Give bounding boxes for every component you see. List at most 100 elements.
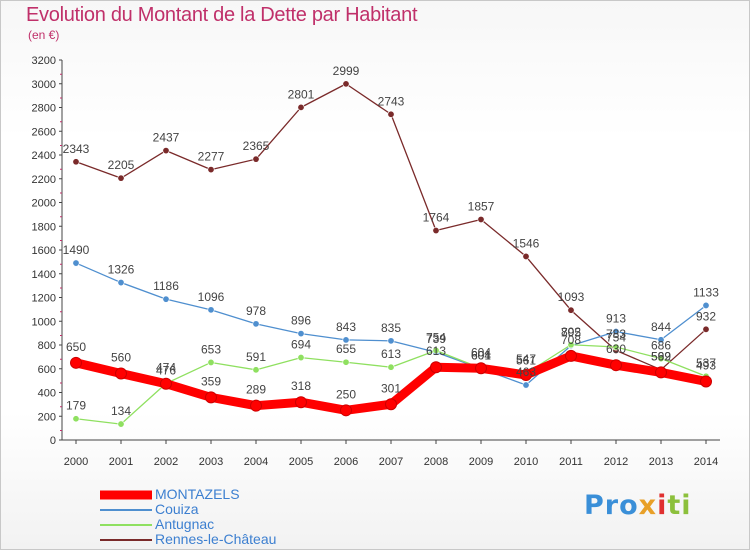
data-label-couiza: 463 [516,365,536,379]
data-point-montazels [430,361,442,374]
data-point-couiza [702,301,710,309]
data-label-antugnac: 655 [336,342,356,356]
data-label-rennes-le-chateau: 1764 [423,211,450,225]
data-label-rennes-le-chateau: 2743 [378,94,405,108]
logo-part-2: x [638,490,658,521]
data-point-montazels [475,362,487,375]
x-tick-label: 2005 [289,456,313,468]
x-tick-label: 2001 [109,456,133,468]
data-label-rennes-le-chateau: 2437 [153,131,180,145]
data-label-couiza: 1096 [198,290,225,304]
data-label-couiza: 1326 [108,263,135,277]
legend-swatch-antugnac [100,523,152,526]
x-tick-label: 2012 [604,456,628,468]
x-tick-label: 2006 [334,456,358,468]
legend-swatch-rennes-le-chateau [100,538,152,541]
data-point-rennes-le-chateau [522,252,530,260]
y-tick-label: 2000 [32,198,56,210]
data-point-antugnac [207,358,215,366]
data-label-antugnac: 179 [66,399,86,413]
legend-label-antugnac: Antugnac [155,516,215,532]
data-point-rennes-le-chateau [297,103,305,111]
data-point-couiza [342,336,350,344]
data-point-antugnac [657,355,665,363]
data-label-antugnac: 754 [426,330,446,344]
data-label-rennes-le-chateau: 1093 [558,290,585,304]
chart-subtitle: (en €) [28,28,60,42]
chart-title: Evolution du Montant de la Dette par Hab… [26,4,418,26]
y-tick-label: 1600 [32,245,56,257]
x-tick-label: 2007 [379,456,403,468]
data-point-couiza [207,306,215,314]
data-label-antugnac: 783 [606,327,626,341]
data-point-montazels [520,369,532,382]
data-point-montazels [295,396,307,409]
data-label-rennes-le-chateau: 592 [651,350,671,364]
y-tick-label: 2200 [32,174,56,186]
data-label-couiza: 843 [336,320,356,334]
data-point-rennes-le-chateau [162,147,170,155]
data-label-couiza: 1490 [63,243,90,257]
data-label-couiza: 739 [426,332,446,346]
legend-swatch-montazels [100,490,152,499]
data-point-rennes-le-chateau [477,215,485,223]
data-point-montazels [160,377,172,390]
data-label-rennes-le-chateau: 932 [696,309,716,323]
data-point-rennes-le-chateau [72,158,80,166]
data-label-couiza: 835 [381,321,401,335]
data-point-rennes-le-chateau [342,80,350,88]
logo-part-1: Pro [584,490,639,521]
data-label-montazels: 708 [561,333,581,347]
data-point-montazels [340,404,352,417]
x-tick-label: 2013 [649,456,673,468]
data-point-antugnac [432,346,440,354]
chart-axes: 0 200 400 600 800 1000 1200 1400 1600 1800 2000 220… [32,55,720,468]
data-label-antugnac: 802 [561,325,581,339]
y-tick-label: 200 [38,411,56,423]
data-label-antugnac: 686 [651,339,671,353]
data-label-montazels: 560 [111,351,131,365]
data-point-antugnac [612,343,620,351]
data-label-montazels: 289 [246,383,266,397]
data-label-antugnac: 694 [291,338,311,352]
data-point-montazels [565,349,577,362]
data-label-couiza: 844 [651,320,671,334]
data-label-montazels: 604 [471,345,491,359]
data-label-couiza: 913 [606,312,626,326]
data-point-rennes-le-chateau [207,166,215,174]
y-tick-label: 1200 [32,293,56,305]
data-label-montazels: 547 [516,352,536,366]
data-point-antugnac [387,363,395,371]
y-tick-label: 3000 [32,79,56,91]
data-point-montazels [610,359,622,372]
data-point-antugnac [72,415,80,423]
data-point-antugnac [342,358,350,366]
data-label-rennes-le-chateau: 2343 [63,142,90,156]
data-label-montazels: 301 [381,381,401,395]
data-point-montazels [655,366,667,379]
data-label-antugnac: 613 [381,347,401,361]
y-tick-label: 2800 [32,103,56,115]
data-point-montazels [385,398,397,411]
data-point-montazels [250,399,262,412]
data-label-rennes-le-chateau: 2801 [288,87,315,101]
legend-swatch-couiza [100,508,152,511]
legend-label-montazels: MONTAZELS [155,486,240,502]
data-point-rennes-le-chateau [567,306,575,314]
data-point-couiza [252,320,260,328]
data-label-couiza: 1133 [693,285,719,299]
proxiti-logo: Proxiti [584,490,692,521]
x-tick-label: 2008 [424,456,448,468]
legend-label-rennes-le-chateau: Rennes-le-Château [155,531,277,547]
data-label-antugnac: 604 [471,348,491,362]
data-label-couiza: 601 [471,349,491,363]
data-point-couiza [297,330,305,338]
data-label-antugnac: 134 [111,404,131,418]
y-tick-label: 3200 [32,55,56,67]
data-point-couiza [522,381,530,389]
data-label-rennes-le-chateau: 754 [606,330,626,344]
data-label-montazels: 474 [156,361,176,375]
y-tick-label: 1400 [32,269,56,281]
